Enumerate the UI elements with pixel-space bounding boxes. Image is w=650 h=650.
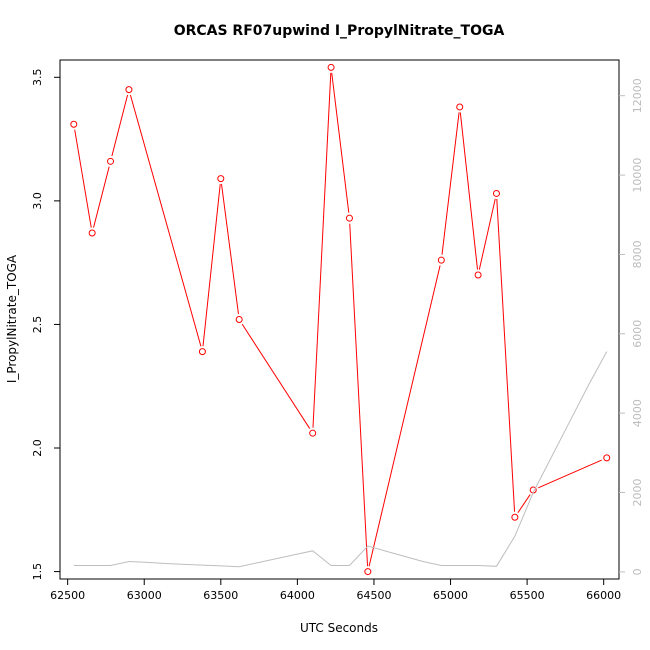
x-tick-label: 66000: [586, 589, 621, 602]
x-tick-label: 64500: [356, 589, 391, 602]
x-tick-label: 63000: [127, 589, 162, 602]
x-tick-label: 63500: [203, 589, 238, 602]
series-0-point: [70, 120, 78, 128]
x-axis: 62500 63000 63500 64000 64500 65000 65500 66000: [50, 579, 621, 602]
y2-tick-label: 6000: [631, 320, 644, 348]
series-0-segment: [202, 184, 221, 347]
y2-tick-label: 2000: [631, 479, 644, 507]
series-0-segment: [368, 265, 441, 567]
y2-tick-label: 8000: [631, 240, 644, 268]
series-0-point: [235, 316, 243, 323]
series-0-segment: [129, 94, 202, 347]
x-tick-label: 65000: [433, 589, 468, 602]
y-axis-label: I_PropylNitrate_TOGA: [5, 254, 19, 383]
series-0-point: [198, 348, 206, 356]
series-0-point: [88, 229, 96, 237]
secondary-y-axis: 0 2000 4000 6000 8000 10000 12000: [619, 78, 644, 575]
series-0-segment: [517, 494, 531, 513]
series-0-segment: [331, 72, 350, 213]
series-0-point: [345, 214, 353, 222]
series-0-point: [456, 103, 464, 111]
series-0-point: [437, 256, 445, 264]
y-tick-label: 2.5: [31, 316, 44, 334]
chart-title: ORCAS RF07upwind I_PropylNitrate_TOGA: [174, 23, 505, 39]
series-0-segment: [441, 112, 460, 255]
plot-frame: [59, 59, 620, 580]
y2-tick-label: 10000: [631, 158, 644, 193]
x-tick-label: 62500: [50, 589, 85, 602]
series-0-point: [217, 175, 225, 183]
series-0-point: [327, 63, 335, 71]
series-0-segment: [459, 112, 479, 270]
y2-tick-label: 4000: [631, 399, 644, 427]
series-0-segment: [349, 223, 369, 567]
y-tick-label: 3.5: [31, 69, 44, 87]
y-tick-label: 3.0: [31, 192, 44, 210]
series-0-segment: [93, 166, 110, 228]
series-0-segment: [111, 94, 129, 157]
y2-tick-label: 0: [631, 568, 644, 575]
series-0-segment: [538, 459, 602, 489]
y-tick-label: 1.5: [31, 563, 44, 581]
series-0-segment: [74, 129, 92, 228]
series-0-segment: [241, 323, 311, 429]
series-0-segment: [496, 198, 516, 512]
x-tick-label: 65500: [510, 589, 545, 602]
series-0-point: [364, 568, 372, 576]
y-tick-label: 2.0: [31, 439, 44, 457]
x-axis-label: UTC Seconds: [300, 621, 378, 635]
series-0-segment: [478, 198, 496, 270]
series-0-point: [309, 429, 317, 437]
series-0-segment: [221, 184, 239, 315]
series-0-point: [492, 189, 500, 197]
series-0-point: [511, 513, 519, 521]
series-0-point: [107, 157, 115, 165]
series-0-point: [474, 271, 482, 279]
y2-tick-label: 12000: [631, 78, 644, 113]
series-0-segment: [312, 72, 332, 428]
series-layer: [70, 63, 611, 576]
series-0-point: [603, 454, 611, 462]
series-0-point: [125, 86, 133, 94]
x-tick-label: 64000: [280, 589, 315, 602]
y-axis: 1.5 2.0 2.5 3.0 3.5: [31, 69, 60, 581]
series-1-line: [73, 351, 608, 568]
